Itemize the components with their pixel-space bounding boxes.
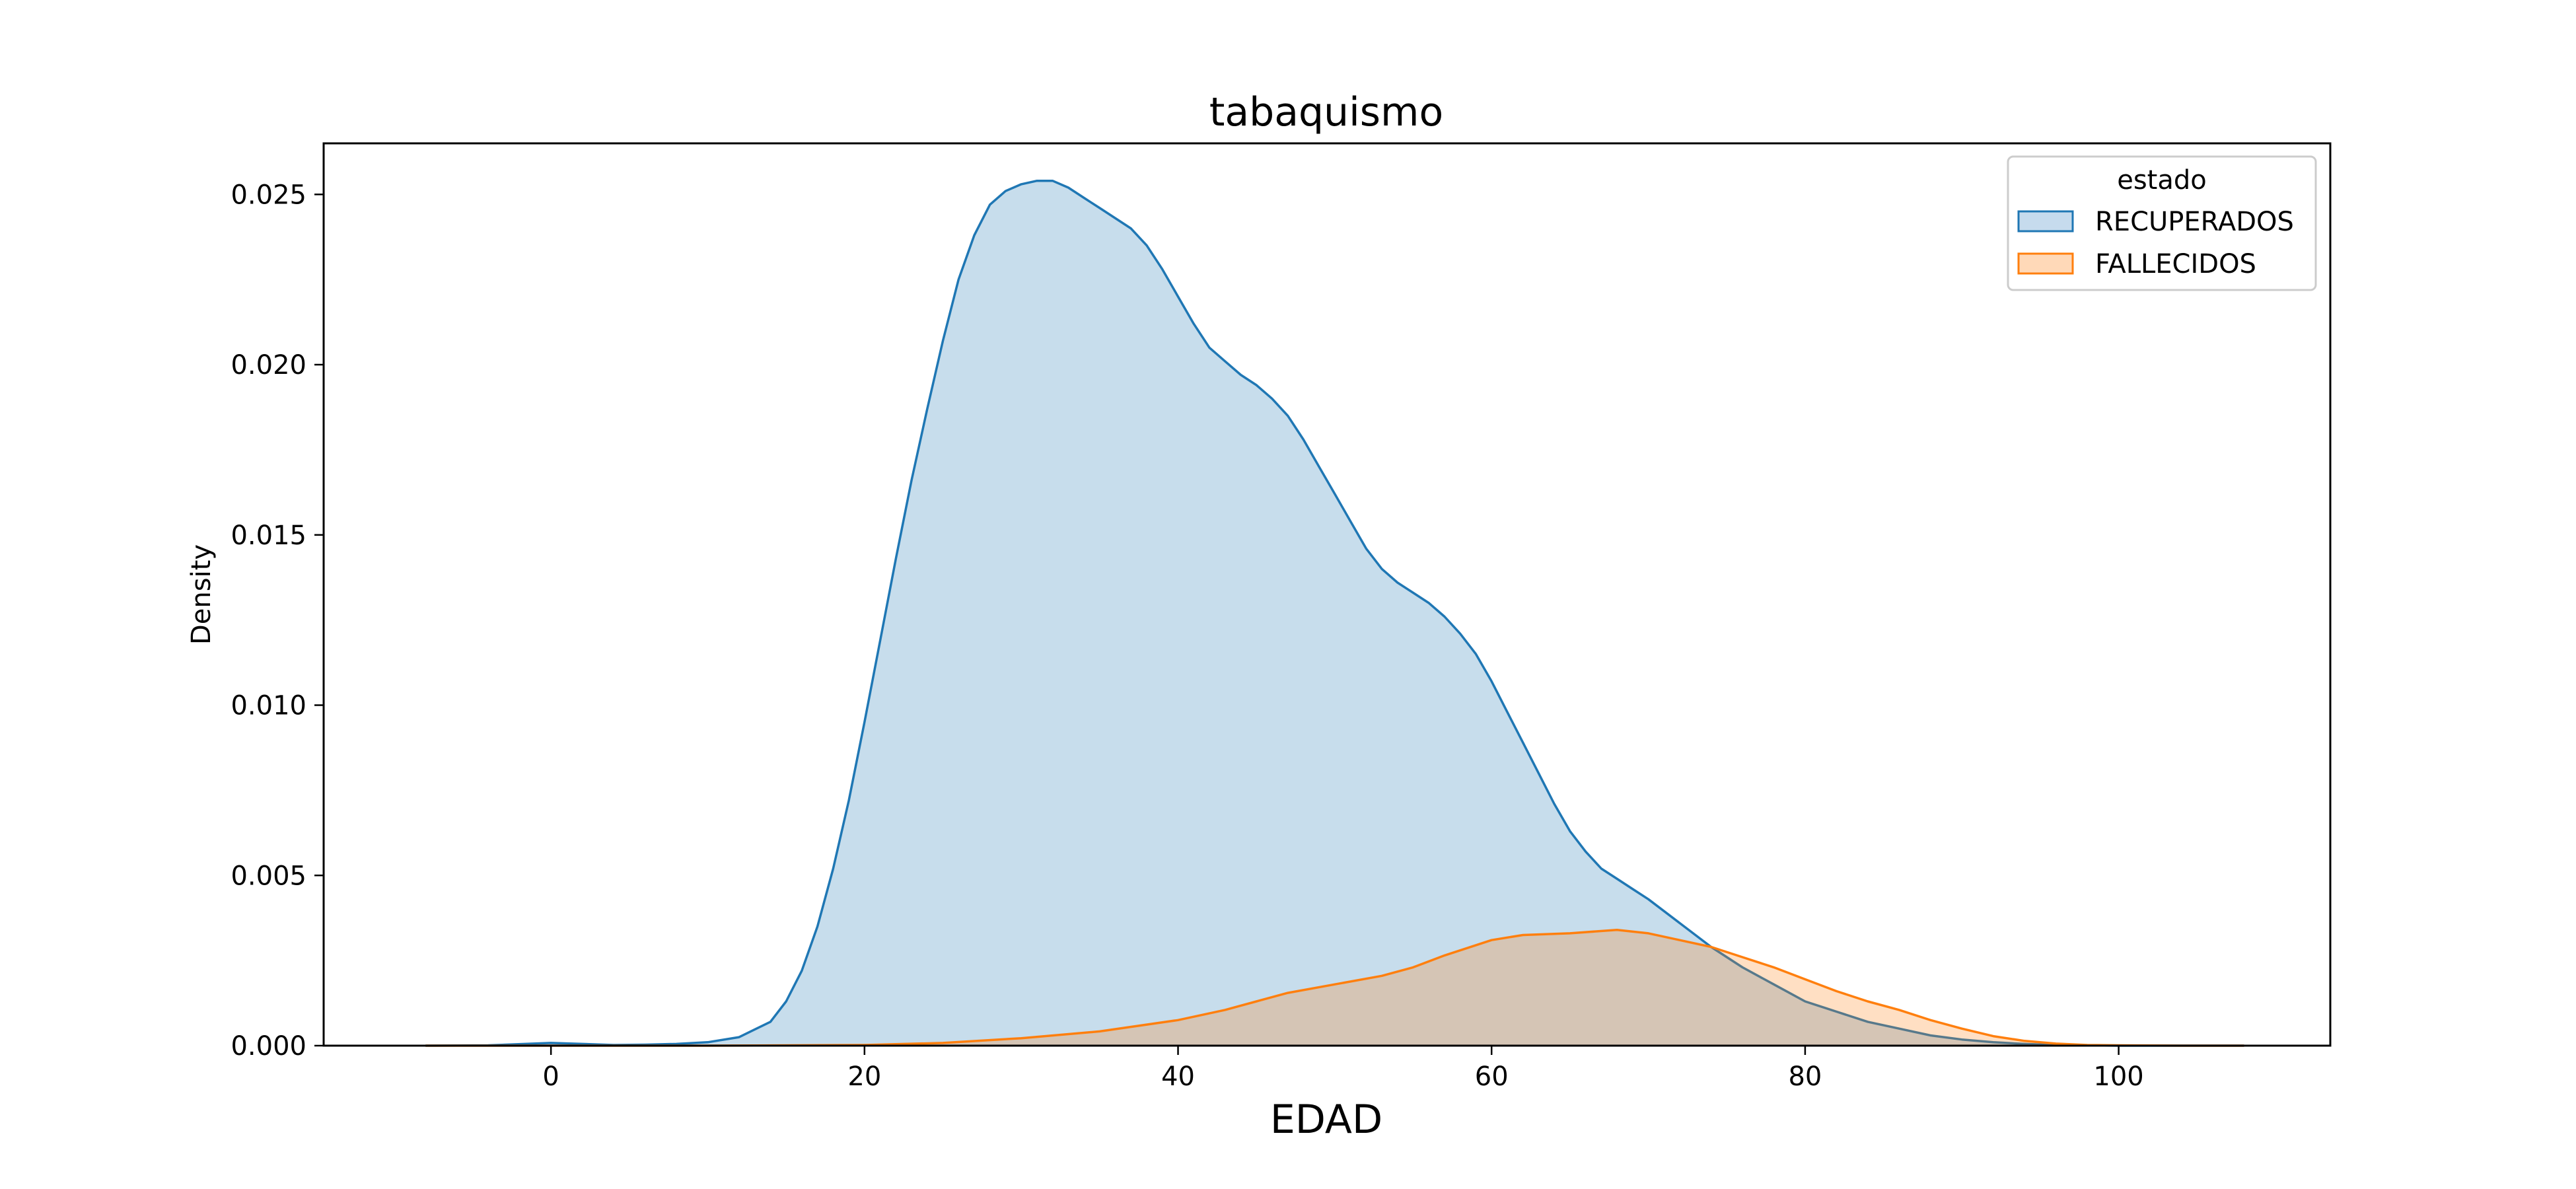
x-tick-label: 0 (542, 1062, 559, 1092)
y-tick-label: 0.015 (231, 521, 306, 551)
y-axis-ticks: 0.000 0.005 0.010 0.015 0.020 0.025 (231, 180, 324, 1062)
y-tick-label: 0.005 (231, 861, 306, 891)
legend-label-recuperados: RECUPERADOS (2095, 207, 2294, 237)
y-tick-label: 0.020 (231, 350, 306, 380)
plot-frame (322, 142, 2332, 1047)
legend: estado RECUPERADOS FALLECIDOS (2007, 155, 2317, 291)
x-axis-ticks: 0 20 40 60 80 100 (542, 1046, 2144, 1092)
chart-title: tabaquismo (1209, 89, 1443, 135)
legend-swatch-recuperados (2017, 210, 2074, 233)
x-axis-label: EDAD (1270, 1097, 1382, 1143)
x-tick-label: 100 (2093, 1062, 2143, 1092)
density-area-fallecidos (425, 929, 2244, 1046)
legend-label-fallecidos: FALLECIDOS (2095, 249, 2256, 279)
y-tick-label: 0.025 (231, 180, 306, 210)
x-tick-label: 20 (847, 1062, 881, 1092)
x-tick-label: 60 (1475, 1062, 1509, 1092)
y-tick-label: 0.010 (231, 691, 306, 721)
series-layer (425, 179, 2244, 1047)
x-tick-label: 80 (1788, 1062, 1822, 1092)
y-axis-label: Density (186, 544, 217, 645)
legend-title: estado (2117, 165, 2207, 196)
density-line-fallecidos (425, 928, 2244, 1047)
density-area-recuperados (425, 180, 2244, 1046)
density-line-recuperados (425, 179, 2244, 1047)
legend-frame (2007, 155, 2317, 291)
y-tick-label: 0.000 (231, 1031, 306, 1062)
x-tick-label: 40 (1161, 1062, 1195, 1092)
legend-swatch-fallecidos (2017, 252, 2074, 275)
